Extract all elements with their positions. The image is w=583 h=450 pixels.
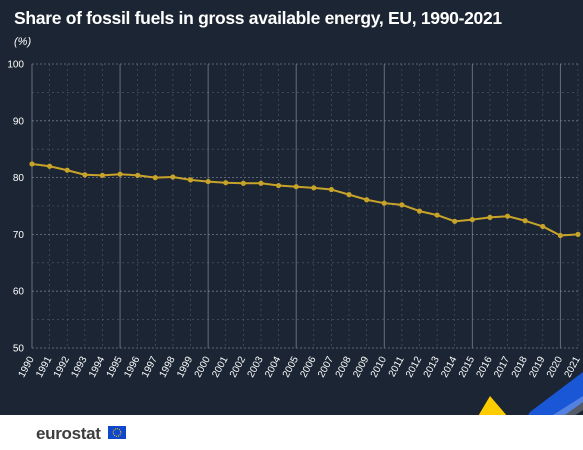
data-point (346, 192, 352, 198)
x-tick-label: 2017 (492, 354, 512, 379)
data-point (152, 175, 158, 181)
data-point (452, 218, 458, 224)
x-tick-label: 2000 (193, 354, 213, 379)
data-point (117, 171, 123, 177)
data-point (575, 231, 581, 237)
data-point (504, 213, 511, 219)
data-point (99, 172, 106, 178)
x-tick-label: 2020 (545, 354, 565, 379)
y-tick-label: 60 (13, 287, 25, 298)
eu-flag-icon (108, 426, 126, 439)
y-tick-label: 80 (13, 173, 25, 184)
data-point (416, 208, 423, 214)
x-tick-label: 2002 (228, 354, 248, 379)
x-tick-label: 2018 (510, 354, 530, 379)
data-point (135, 172, 141, 178)
series-group (29, 161, 581, 239)
y-tick-label: 50 (13, 344, 25, 355)
x-tick-label: 2015 (457, 354, 477, 379)
data-point (29, 161, 35, 167)
data-point (240, 180, 246, 186)
x-tick-label: 2009 (351, 354, 371, 379)
x-tick-label: 2012 (404, 354, 424, 379)
x-tick-label: 1997 (140, 354, 160, 379)
x-tick-label: 2007 (316, 354, 336, 379)
data-point (187, 177, 194, 183)
data-point (364, 197, 370, 203)
data-point (557, 232, 563, 239)
data-point (434, 212, 440, 218)
x-tick-label: 2005 (281, 354, 301, 379)
data-point (205, 178, 211, 185)
data-point (170, 174, 176, 180)
x-tick-label: 2021 (563, 354, 583, 379)
x-tick-label: 2010 (369, 354, 389, 379)
x-tick-label: 1996 (122, 354, 142, 379)
data-point (487, 214, 493, 220)
x-tick-label: 2008 (334, 354, 354, 379)
x-tick-label: 1991 (34, 354, 54, 379)
x-tick-label: 2016 (475, 354, 495, 379)
data-point (469, 217, 475, 223)
x-axis-ticks: 1990199119921993199419951996199719981999… (17, 354, 583, 379)
decoration-group (461, 405, 538, 415)
data-point (293, 184, 299, 190)
x-tick-label: 1993 (69, 354, 89, 379)
data-point (275, 182, 282, 189)
x-tick-label: 2006 (298, 354, 318, 379)
eurostat-logo-text: eurostat (36, 424, 101, 443)
x-tick-label: 1995 (105, 354, 125, 379)
data-point (223, 180, 229, 186)
x-tick-label: 2003 (246, 354, 266, 379)
data-point (47, 163, 53, 169)
data-point (328, 186, 335, 193)
x-tick-label: 2013 (422, 354, 442, 379)
x-tick-label: 1994 (87, 354, 107, 379)
data-point (381, 200, 387, 206)
y-axis-ticks: 50 60 70 80 90 100 (7, 60, 24, 355)
chart-unit: (%) (14, 36, 32, 48)
y-tick-label: 90 (13, 116, 25, 127)
x-tick-label: 2019 (527, 354, 547, 379)
grid-lines (31, 63, 579, 349)
data-point (540, 223, 546, 230)
x-tick-label: 2014 (439, 354, 459, 379)
series-line (31, 162, 579, 237)
x-tick-label: 1990 (17, 354, 37, 379)
data-point (64, 167, 70, 173)
data-point (82, 172, 88, 178)
x-tick-label: 1999 (175, 354, 195, 379)
x-tick-label: 2001 (210, 354, 230, 379)
data-point (258, 180, 264, 186)
y-tick-label: 70 (13, 230, 25, 241)
data-point (522, 218, 528, 224)
x-tick-label: 1998 (158, 354, 178, 379)
data-point (399, 202, 405, 208)
x-tick-label: 1992 (52, 354, 72, 379)
chart-title: Share of fossil fuels in gross available… (14, 8, 502, 28)
data-point (311, 185, 317, 191)
x-tick-label: 2004 (263, 354, 283, 379)
footer-bar: eurostat (0, 415, 583, 450)
y-tick-label: 100 (7, 60, 24, 71)
